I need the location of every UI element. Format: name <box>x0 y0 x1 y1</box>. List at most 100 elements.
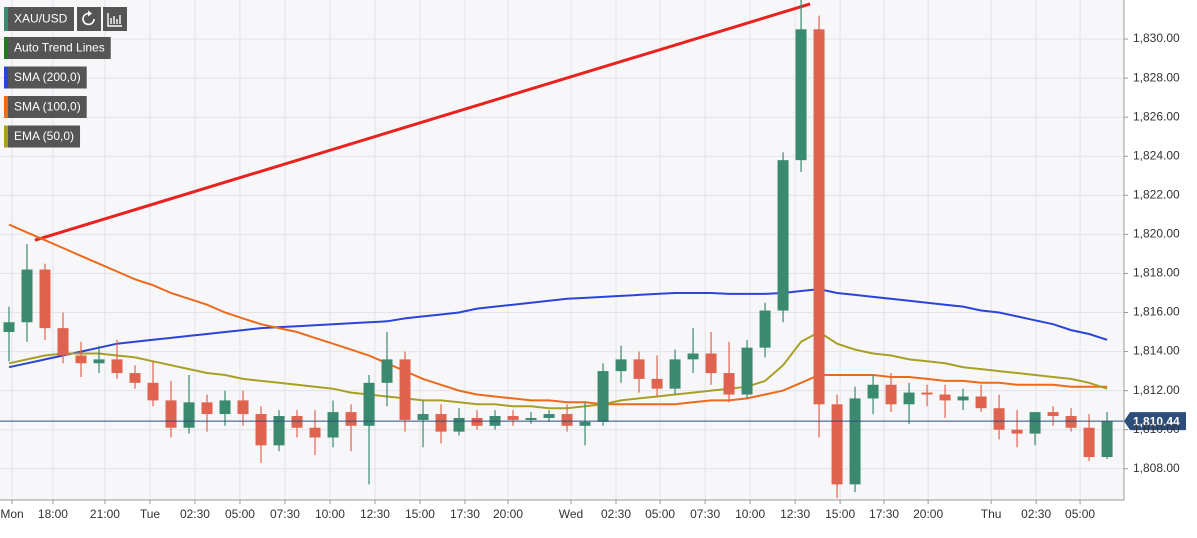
candle-body <box>417 414 429 420</box>
candle-body <box>543 414 555 418</box>
y-tick-label: 1,826.00 <box>1133 109 1180 123</box>
indicator-line <box>8 223 1108 406</box>
candle-body <box>183 402 195 428</box>
candle-body <box>129 373 141 383</box>
legend-label: Auto Trend Lines <box>14 41 105 55</box>
y-tick-label: 1,816.00 <box>1133 305 1180 319</box>
candle-body <box>327 412 339 438</box>
candle-body <box>57 328 69 356</box>
legend-item[interactable]: Auto Trend Lines <box>4 37 111 59</box>
bars-icon <box>107 13 122 27</box>
candle-body <box>471 417 483 426</box>
x-tick-label: 02:30 <box>1021 507 1051 521</box>
x-tick-label: Tue <box>140 507 161 521</box>
candle-body <box>633 359 645 379</box>
x-tick-label: Thu <box>981 507 1002 521</box>
candle-body <box>75 355 87 364</box>
candle-body <box>903 392 915 405</box>
x-tick-label: 02:30 <box>180 507 210 521</box>
x-tick-label: 18:00 <box>38 507 68 521</box>
x-tick-label: 17:30 <box>450 507 480 521</box>
legend-swatch <box>4 96 8 118</box>
x-tick-label: 05:00 <box>645 507 675 521</box>
candle-body <box>723 373 735 395</box>
candle-body <box>1011 429 1023 434</box>
last-price-tag <box>1124 412 1186 431</box>
candle-body <box>273 416 285 446</box>
legend-swatch <box>4 66 8 89</box>
candle-body <box>435 414 447 432</box>
legend-label: SMA (200,0) <box>14 70 81 84</box>
candle-body <box>957 396 969 401</box>
candle-body <box>111 359 123 374</box>
symbol-swatch <box>4 7 8 31</box>
x-tick-label: 10:00 <box>735 507 765 521</box>
candle-body <box>201 402 213 415</box>
candle-body <box>39 269 51 329</box>
candle-body <box>885 384 897 405</box>
candle-body <box>165 400 177 428</box>
candles <box>3 0 1113 499</box>
y-tick-label: 1,824.00 <box>1133 148 1180 162</box>
candle-body <box>867 384 879 399</box>
candle-body <box>705 353 717 374</box>
x-tick-label: 07:30 <box>690 507 720 521</box>
candle-body <box>993 408 1005 430</box>
candle-body <box>345 412 357 426</box>
x-tick-label: Mon <box>0 507 23 521</box>
candle-body <box>453 417 465 432</box>
candle-body <box>381 359 393 383</box>
y-tick-label: 1,810.00 <box>1133 422 1180 436</box>
candle-body <box>777 160 789 311</box>
candle-body <box>669 359 681 389</box>
x-tick-label: 02:30 <box>601 507 631 521</box>
legend-item[interactable]: SMA (200,0) <box>4 66 87 89</box>
legend-box <box>4 37 111 59</box>
candle-body <box>1083 427 1095 458</box>
legend-item[interactable]: SMA (100,0) <box>4 96 87 118</box>
bars-button[interactable] <box>103 7 127 31</box>
x-tick-label: 12:30 <box>360 507 390 521</box>
refresh-button[interactable] <box>77 7 101 31</box>
candle-body <box>939 394 951 401</box>
legend-item[interactable]: EMA (50,0) <box>4 125 81 148</box>
x-tick-label: 17:30 <box>869 507 899 521</box>
candle-body <box>759 310 771 348</box>
indicator-line <box>8 330 1108 410</box>
symbol-badge[interactable]: XAU/USD <box>4 7 74 31</box>
candle-body <box>795 29 807 161</box>
y-tick-label: 1,812.00 <box>1133 383 1180 397</box>
candle-body <box>219 400 231 415</box>
x-tick-label: 15:00 <box>405 507 435 521</box>
bars-box <box>103 7 127 31</box>
candle-body <box>3 322 15 333</box>
symbol-box <box>4 7 74 31</box>
candle-body <box>651 378 663 389</box>
candle-body <box>921 392 933 395</box>
candle-body <box>147 382 159 401</box>
candle-body <box>849 398 861 485</box>
axes: 1,808.00 1,810.00 1,812.00 1,814.00 1,816.00… <box>0 31 1180 521</box>
legend-label: SMA (100,0) <box>14 100 81 114</box>
candle-body <box>93 359 105 364</box>
legend-swatch <box>4 125 8 148</box>
x-tick-label: 05:00 <box>1065 507 1095 521</box>
y-tick-label: 1,830.00 <box>1133 31 1180 45</box>
trend-line <box>34 2 811 242</box>
refresh-arrow <box>88 10 92 17</box>
refresh-icon <box>82 12 95 26</box>
x-tick-label: 07:30 <box>270 507 300 521</box>
candle-body <box>813 29 825 405</box>
candle-body <box>309 427 321 438</box>
x-tick-label: 20:00 <box>913 507 943 521</box>
x-tick-label: 05:00 <box>225 507 255 521</box>
legend: XAU/USD Auto Trend Lines SMA (200,0) SMA (… <box>4 7 127 148</box>
candle-body <box>255 414 267 446</box>
x-tick-label: 21:00 <box>90 507 120 521</box>
candle-body <box>741 347 753 395</box>
candle-body <box>1047 412 1059 417</box>
y-tick-label: 1,828.00 <box>1133 70 1180 84</box>
legend-box <box>4 96 87 118</box>
y-tick-label: 1,808.00 <box>1133 461 1180 475</box>
